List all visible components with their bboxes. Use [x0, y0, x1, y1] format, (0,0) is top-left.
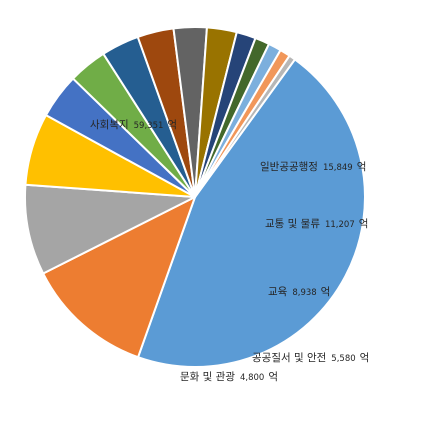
data-label-value: 8,938 — [292, 288, 316, 298]
data-label-name: 일반공공행정 — [260, 160, 318, 173]
data-label-6: 문화 및 관광 4,800 억 — [180, 371, 278, 383]
data-label-value: 59,351 — [134, 121, 164, 131]
data-label-value: 15,849 — [323, 163, 353, 173]
pie-slices — [24, 26, 366, 368]
data-label-value: 5,580 — [331, 354, 355, 364]
data-label-4: 교육 8,938 억 — [268, 286, 330, 298]
pie-slice-1 — [137, 58, 366, 368]
data-label-name: 문화 및 관광 — [180, 371, 235, 383]
data-label-5: 공공질서 및 안전 5,580 억 — [252, 352, 369, 364]
data-label-name: 사회복지 — [90, 119, 129, 131]
pie-slice-2 — [42, 196, 196, 359]
data-label-value: 11,207 — [325, 220, 355, 230]
data-label-2: 일반공공행정 15,849 억 — [260, 160, 366, 173]
data-label-name: 교육 — [268, 286, 288, 298]
data-label-unit: 억 — [359, 218, 369, 230]
data-label-3: 교통 및 물류 11,207 억 — [265, 218, 368, 230]
data-label-unit: 억 — [268, 371, 278, 383]
data-label-1: 사회복지 59,351 억 — [90, 119, 177, 131]
data-label-unit: 억 — [357, 161, 367, 173]
data-label-value: 4,800 — [240, 373, 264, 383]
data-label-unit: 억 — [167, 119, 177, 131]
data-label-unit: 억 — [360, 352, 370, 364]
pie-slice-3 — [24, 183, 196, 275]
data-label-unit: 억 — [321, 286, 331, 298]
pie-slice-15 — [194, 54, 296, 198]
data-label-name: 교통 및 물류 — [265, 218, 320, 230]
data-label-name: 공공질서 및 안전 — [252, 352, 326, 364]
